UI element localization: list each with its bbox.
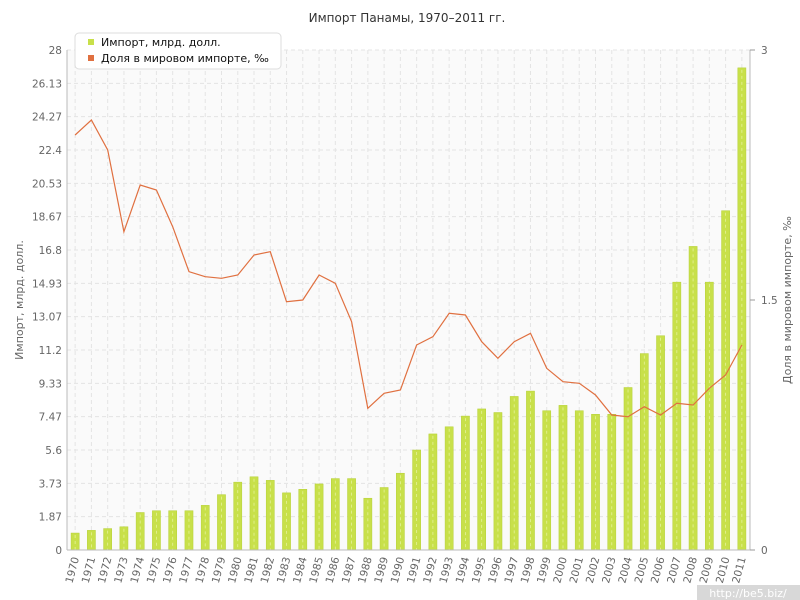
legend-swatch-share [88, 55, 94, 61]
left-tick-label: 0 [55, 545, 62, 557]
left-tick-label: 18.67 [32, 212, 62, 224]
left-tick-label: 14.93 [32, 278, 62, 290]
chart-title: Импорт Панамы, 1970–2011 гг. [309, 11, 506, 25]
legend-label-share: Доля в мировом импорте, ‰ [101, 52, 269, 65]
left-tick-label: 24.27 [32, 112, 62, 124]
x-axis-ticks: 1970197119721973197419751976197719781979… [64, 555, 749, 584]
bar-series [70, 67, 747, 551]
left-tick-label: 22.4 [39, 145, 63, 157]
left-tick-label: 5.6 [45, 445, 62, 457]
watermark-bg [697, 585, 800, 600]
plot-area [67, 50, 750, 550]
legend-swatch-imports [88, 39, 94, 45]
right-axis-label: Доля в мировом импорте, ‰ [781, 216, 794, 384]
left-tick-label: 16.8 [39, 245, 62, 257]
left-tick-label: 9.33 [39, 378, 62, 390]
left-tick-label: 13.07 [32, 312, 62, 324]
legend-label-imports: Импорт, млрд. долл. [101, 36, 221, 49]
legend-box [74, 32, 282, 70]
left-tick-label: 20.53 [32, 178, 62, 190]
left-tick-label: 1.87 [39, 512, 62, 524]
watermark: http://be5.biz/ [709, 587, 787, 600]
left-tick-label: 3.73 [39, 478, 62, 490]
left-tick-label: 28 [49, 45, 62, 57]
left-axis-ticks: 0 1.87 3.73 5.6 7.47 9.33 11.2 13.07 14.93 16.8 18… [32, 45, 62, 557]
left-axis-label: Импорт, млрд. долл. [13, 240, 26, 360]
legend: Импорт, млрд. долл. Доля в мировом импор… [74, 32, 282, 70]
bar [737, 67, 747, 551]
x-tick-label: 2011 [730, 556, 749, 585]
right-tick-label: 3 [761, 45, 768, 57]
left-tick-label: 11.2 [39, 345, 62, 357]
left-tick-label: 26.13 [32, 78, 62, 90]
left-tick-label: 7.47 [39, 412, 62, 424]
right-tick-label: 1.5 [761, 295, 778, 307]
right-axis-ticks: 01.53 [750, 45, 778, 557]
line-series [74, 119, 743, 418]
bar [135, 512, 145, 551]
right-tick-label: 0 [761, 545, 768, 557]
